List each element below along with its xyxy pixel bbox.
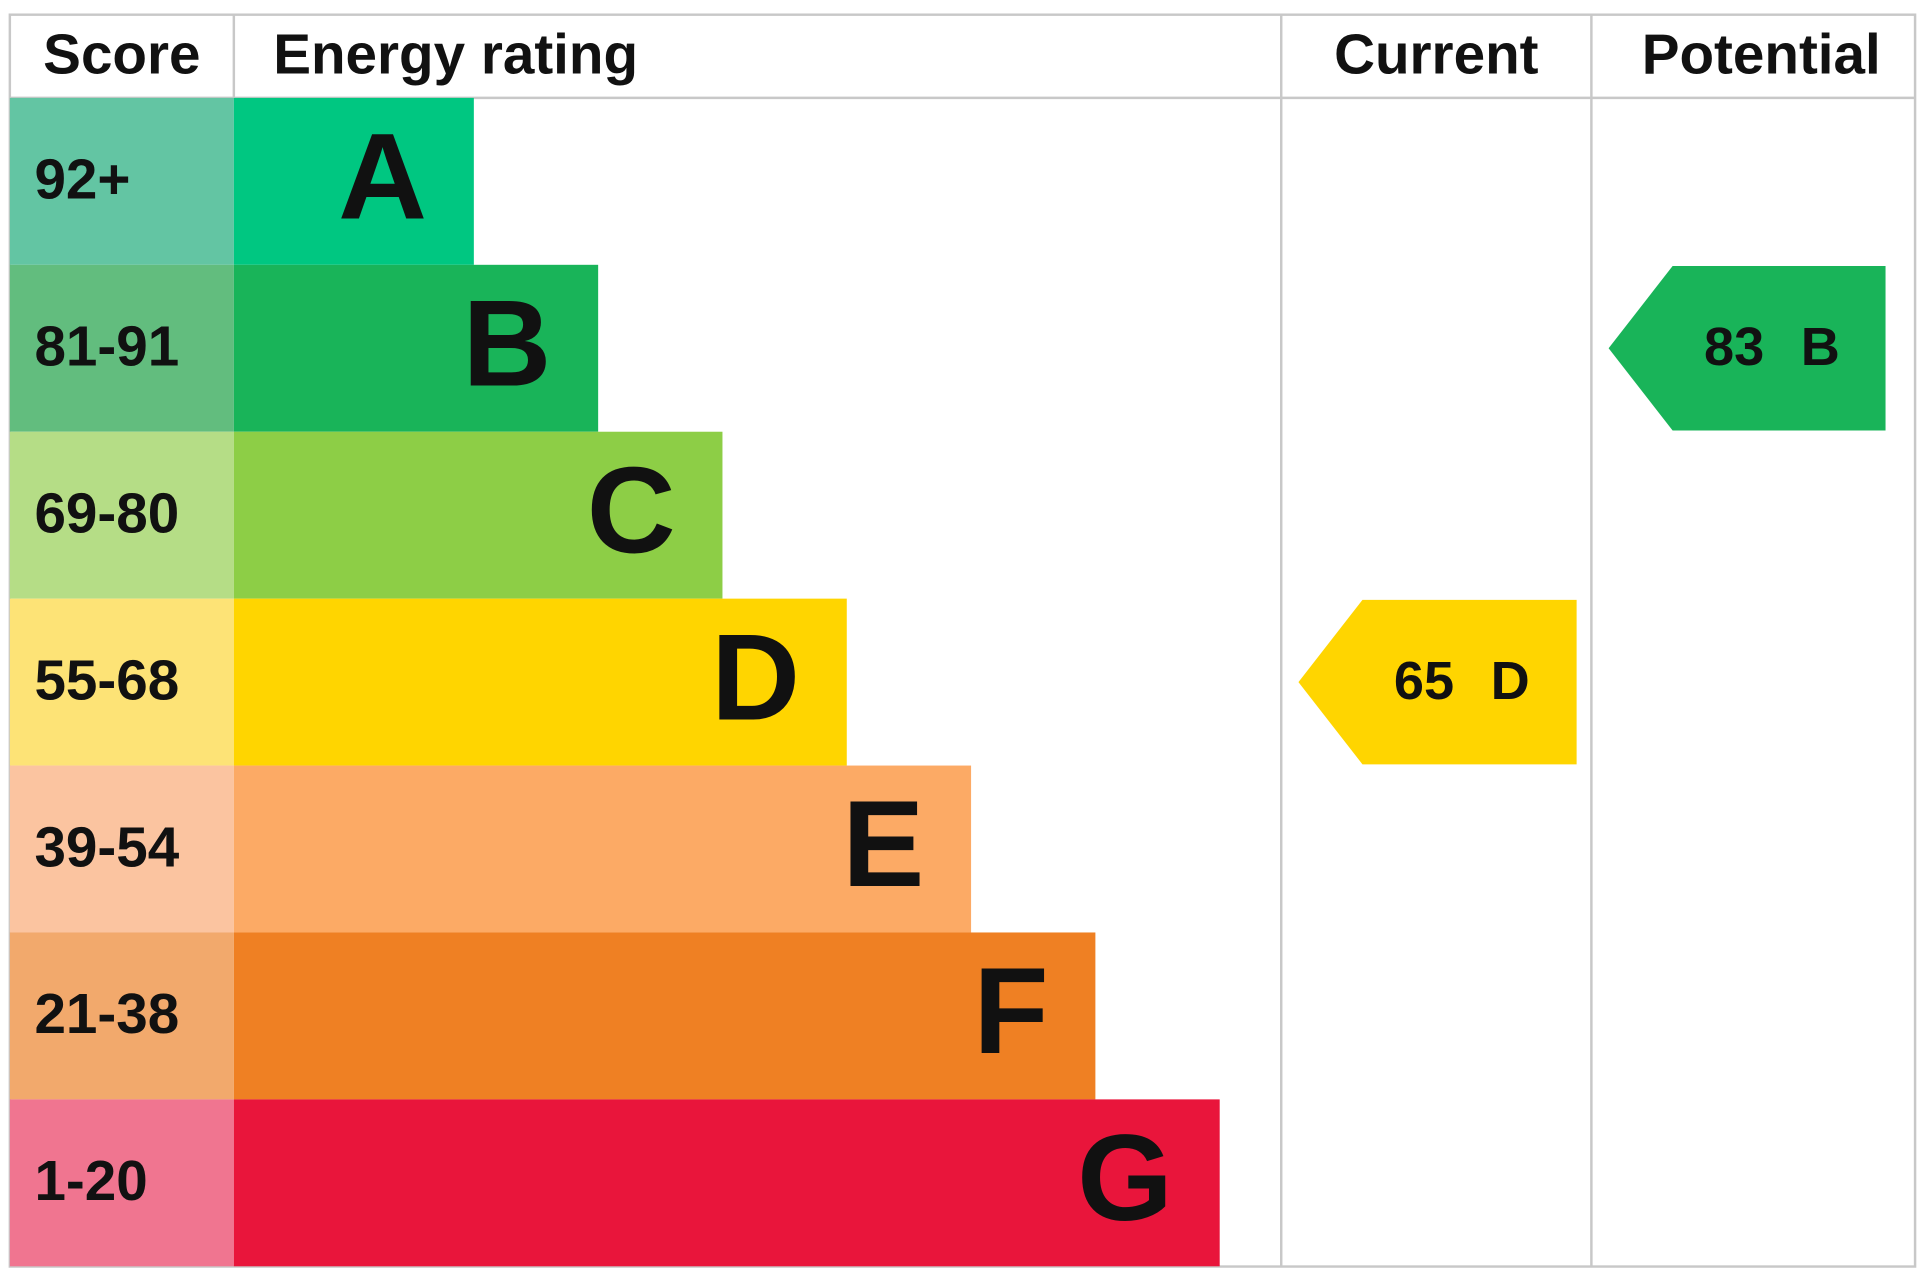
header-score: Score [43,23,200,86]
rating-bar [233,932,1096,1100]
rating-letter: G [1077,1110,1173,1247]
score-range: 39-54 [34,815,179,878]
current-rating: D [1491,651,1530,711]
score-cell [9,1099,234,1267]
rating-letter: C [587,443,676,580]
score-range: 69-80 [34,482,179,545]
score-cell [9,264,234,432]
score-range: 21-38 [34,982,179,1045]
rating-bar [233,97,474,265]
header-current: Current [1334,23,1539,86]
potential-score: 83 [1704,317,1764,377]
score-range: 92+ [34,148,130,211]
potential-arrow [1608,266,1886,431]
potential-rating: B [1801,317,1840,377]
rating-letter: E [842,777,924,914]
rating-letter: F [973,943,1048,1080]
rating-bar [233,431,723,599]
rating-bar [233,598,847,766]
header-potential: Potential [1642,23,1881,86]
score-range: 55-68 [34,649,179,712]
score-range: 81-91 [34,315,179,378]
rating-letter: D [711,610,800,747]
score-range: 1-20 [34,1149,147,1212]
score-cell [9,97,234,265]
score-cell [9,932,234,1100]
rating-bar [233,1099,1220,1267]
rating-bar [233,765,972,933]
score-cell [9,431,234,599]
current-arrow [1298,599,1577,765]
rating-bar [233,264,599,432]
current-score: 65 [1394,651,1454,711]
score-cell [9,765,234,933]
rating-letter: B [463,276,552,413]
rating-letter: A [338,109,427,246]
header-energy-rating: Energy rating [273,23,638,86]
score-cell [9,598,234,766]
